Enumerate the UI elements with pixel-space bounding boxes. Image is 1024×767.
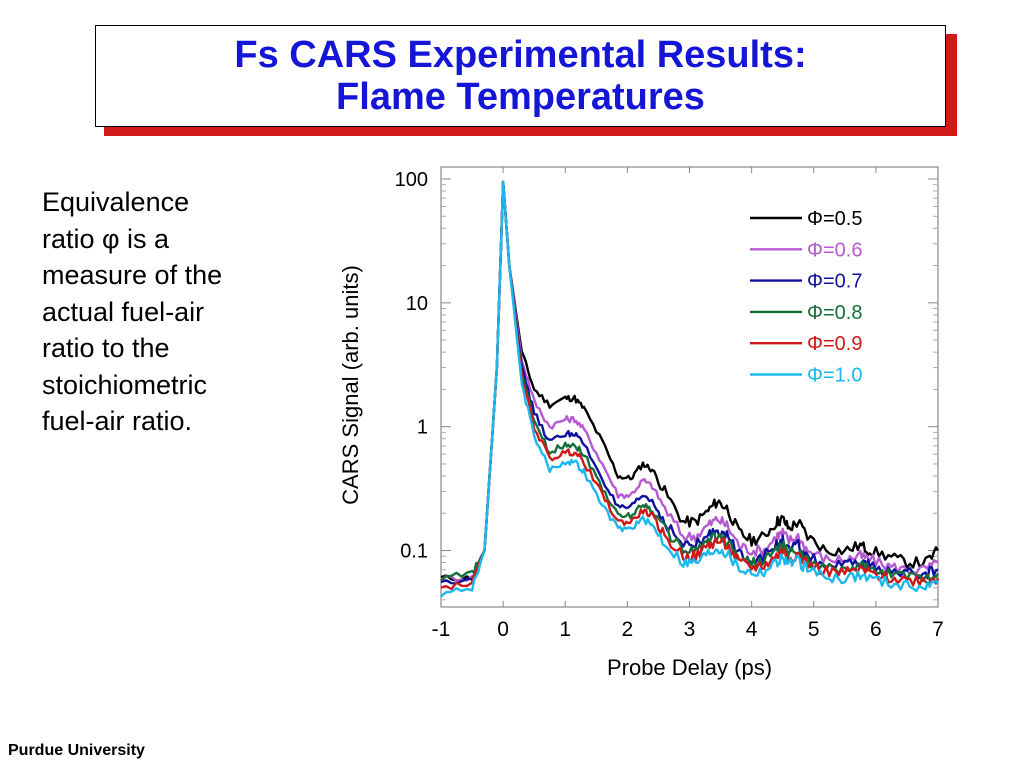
y-tick-label: 100: [395, 169, 428, 191]
legend-label-2: Φ=0.6: [807, 239, 862, 261]
x-tick-label: 1: [559, 618, 571, 641]
x-tick-label: 5: [808, 618, 820, 641]
x-tick-label: 7: [932, 618, 944, 641]
legend-label-6: Φ=1.0: [807, 365, 862, 387]
body-line-5: ratio to the: [42, 333, 170, 363]
legend-label-4: Φ=0.8: [807, 302, 862, 324]
title-line-2: Flame Temperatures: [336, 76, 705, 118]
plot-frame: [440, 166, 939, 608]
title-line-1: Fs CARS Experimental Results:: [234, 34, 807, 76]
series-line-6: [440, 180, 939, 598]
y-tick-label: 10: [406, 293, 428, 315]
y-tick-label: 0.1: [400, 541, 428, 563]
body-text: Equivalence ratio φ is a measure of the …: [42, 184, 302, 440]
body-line-6: stoichiometric: [42, 369, 208, 400]
body-line-1: Equivalence: [42, 187, 190, 217]
body-line-3: measure of the: [42, 260, 223, 290]
body-line-2: ratio φ is a: [42, 223, 170, 254]
y-axis-label: CARS Signal (arb. units): [338, 265, 363, 505]
title-box: Fs CARS Experimental Results: Flame Temp…: [95, 25, 946, 127]
legend-label-1: Φ=0.5: [807, 208, 862, 230]
y-tick-label: 1: [417, 417, 428, 439]
x-axis-label: Probe Delay (ps): [607, 655, 772, 680]
legend-label-3: Φ=0.7: [807, 271, 862, 293]
x-tick-label: 6: [870, 618, 882, 641]
x-tick-label: 0: [497, 618, 509, 641]
x-tick-label: 3: [684, 618, 696, 641]
body-line-4: actual fuel-air: [42, 296, 205, 327]
series-line-5: [440, 180, 940, 591]
x-tick-label: 4: [746, 618, 758, 641]
series-line-1: [440, 180, 939, 582]
legend-label-5: Φ=0.9: [807, 333, 862, 355]
x-tick-label: -1: [432, 618, 451, 641]
body-line-7: fuel-air ratio.: [42, 406, 193, 436]
x-tick-label: 2: [622, 618, 634, 641]
footer-affiliation: Purdue University: [8, 742, 145, 759]
